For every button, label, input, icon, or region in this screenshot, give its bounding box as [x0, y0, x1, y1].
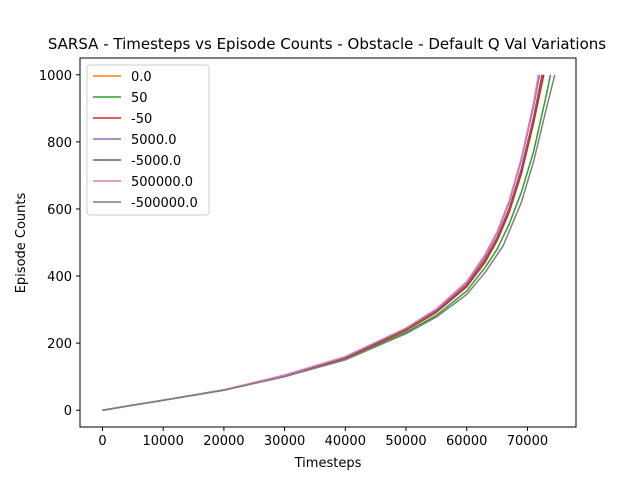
legend-label: -500000.0	[131, 196, 198, 211]
legend-label: 50	[131, 91, 148, 106]
legend-label: 500000.0	[131, 175, 193, 190]
y-axis: 0 200 400 600 800 1000	[39, 69, 80, 419]
legend-label: -50	[131, 112, 152, 127]
legend-label: 0.0	[131, 70, 152, 85]
y-tick-label: 600	[47, 203, 72, 218]
x-tick-label: 50000	[385, 434, 426, 449]
x-tick-label: 60000	[446, 434, 487, 449]
x-tick-label: 20000	[203, 434, 244, 449]
y-axis-label: Episode Counts	[14, 192, 29, 293]
x-axis-label: Timesteps	[294, 456, 362, 471]
chart-title: SARSA - Timesteps vs Episode Counts - Ob…	[48, 35, 606, 53]
x-tick-label: 30000	[264, 434, 305, 449]
x-tick-label: 70000	[507, 434, 548, 449]
y-tick-label: 800	[47, 136, 72, 151]
x-tick-label: 40000	[325, 434, 366, 449]
series-line-6	[102, 74, 556, 411]
legend: 0.0 50 -50 5000.0 -5000.0 500000.0 -500000.0	[86, 64, 210, 216]
x-tick-label: 0	[98, 434, 106, 449]
y-tick-label: 400	[47, 270, 72, 285]
y-tick-label: 200	[47, 337, 72, 352]
y-tick-label: 0	[64, 404, 72, 419]
legend-label: -5000.0	[131, 154, 181, 169]
y-tick-label: 1000	[39, 69, 72, 84]
plot-lines	[102, 74, 556, 411]
plot-frame	[79, 57, 577, 428]
x-axis: 0 10000 20000 30000 40000 50000 60000 70000	[98, 427, 548, 449]
legend-label: 5000.0	[131, 133, 177, 148]
legend-box	[86, 64, 210, 216]
x-tick-label: 10000	[142, 434, 183, 449]
